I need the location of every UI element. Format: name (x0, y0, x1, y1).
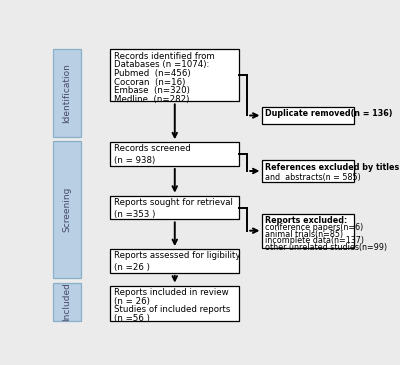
Text: and  abstracts(n = 585): and abstracts(n = 585) (266, 173, 361, 182)
Text: Pubmed  (n=456): Pubmed (n=456) (114, 69, 191, 78)
FancyBboxPatch shape (262, 214, 354, 247)
FancyBboxPatch shape (53, 141, 81, 278)
Text: Reports sought for retrieval: Reports sought for retrieval (114, 198, 233, 207)
FancyBboxPatch shape (53, 49, 81, 137)
Text: (n =353 ): (n =353 ) (114, 210, 156, 219)
Text: Screening: Screening (62, 187, 72, 232)
Text: other unrelated studies(n=99): other unrelated studies(n=99) (266, 243, 388, 252)
FancyBboxPatch shape (110, 249, 239, 273)
FancyBboxPatch shape (110, 142, 239, 166)
FancyBboxPatch shape (262, 161, 354, 181)
Text: Duplicate removed(n = 136): Duplicate removed(n = 136) (266, 109, 393, 118)
Text: Identification: Identification (62, 63, 72, 123)
Text: (n = 938): (n = 938) (114, 156, 156, 165)
Text: Embase  (n=320): Embase (n=320) (114, 87, 190, 95)
Text: Cocoran  (n=16): Cocoran (n=16) (114, 78, 186, 87)
FancyBboxPatch shape (53, 283, 81, 320)
FancyBboxPatch shape (262, 107, 354, 124)
Text: Medline  (n=282): Medline (n=282) (114, 95, 190, 104)
Text: References excluded by titles: References excluded by titles (266, 163, 400, 172)
Text: Records identified from: Records identified from (114, 52, 215, 61)
FancyBboxPatch shape (110, 285, 239, 320)
FancyBboxPatch shape (110, 196, 239, 219)
Text: Included: Included (62, 282, 72, 321)
Text: Reports included in review: Reports included in review (114, 288, 229, 297)
Text: Databases (n =1074):: Databases (n =1074): (114, 60, 210, 69)
Text: Records screened: Records screened (114, 145, 191, 153)
FancyBboxPatch shape (110, 49, 239, 101)
Text: (n =56 ): (n =56 ) (114, 314, 150, 323)
Text: Reports excluded:: Reports excluded: (266, 216, 348, 225)
Text: incomplete data(n=137): incomplete data(n=137) (266, 236, 364, 245)
Text: (n =26 ): (n =26 ) (114, 263, 150, 272)
Text: Reports assessed for ligibility: Reports assessed for ligibility (114, 251, 241, 260)
Text: conference papers(n=6): conference papers(n=6) (266, 223, 364, 232)
Text: (n = 26): (n = 26) (114, 296, 150, 306)
Text: Studies of included reports: Studies of included reports (114, 305, 230, 314)
Text: animal trials(n=85): animal trials(n=85) (266, 230, 344, 239)
